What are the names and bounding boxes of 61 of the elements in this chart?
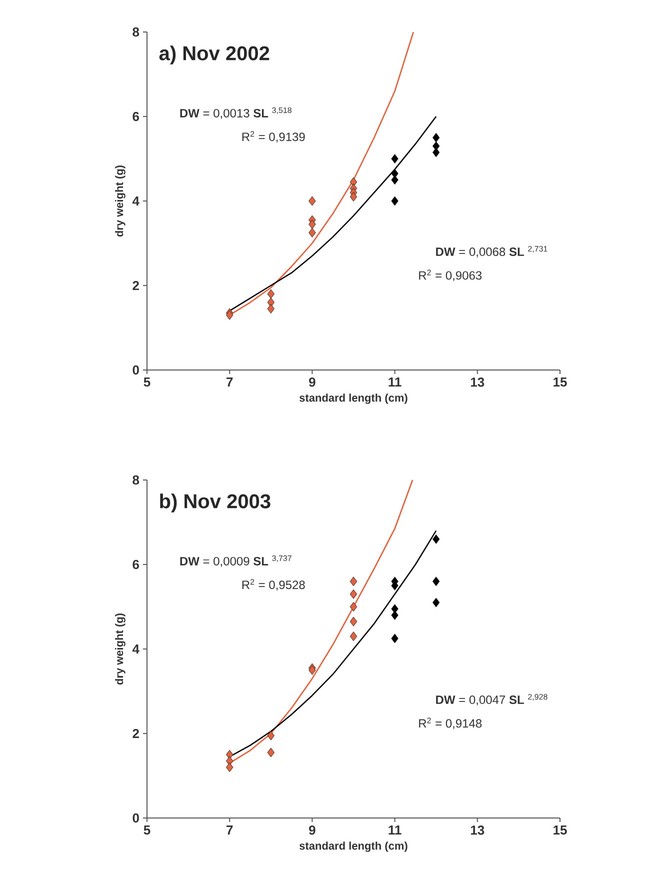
point	[267, 304, 275, 314]
y-tick-label: 6	[132, 560, 139, 570]
point	[391, 196, 398, 206]
annotation: R$^{2}$ = 0,9528	[242, 579, 305, 591]
x-tick-label: 7	[226, 826, 233, 834]
point	[391, 154, 398, 164]
point	[391, 610, 398, 620]
point	[350, 616, 358, 626]
point	[350, 589, 358, 599]
point	[308, 196, 316, 206]
point	[308, 228, 316, 238]
point	[432, 598, 440, 608]
x-tick-label: 13	[470, 378, 484, 387]
point	[350, 602, 358, 612]
y-tick-label: 4	[132, 196, 140, 206]
x-tick-label: 11	[388, 378, 402, 386]
point	[391, 175, 398, 185]
point	[391, 634, 398, 644]
y-tick-label: 4	[132, 644, 140, 654]
x-axis-title: standard length (cm)	[299, 394, 408, 404]
annotation: DW = 0,0047 SL $^{2,928}$	[436, 694, 548, 706]
y-tick-label: 2	[132, 728, 139, 738]
point	[267, 289, 275, 299]
x-tick-label: 5	[144, 378, 150, 387]
point	[432, 576, 440, 586]
annotation: R$^{2}$ = 0,9139	[242, 131, 305, 143]
point	[350, 632, 358, 642]
y-tick-label: 2	[132, 280, 139, 290]
y-axis-title: dry weight (g)	[115, 613, 126, 685]
x-tick-label: 9	[309, 826, 316, 835]
y-tick-label: 8	[132, 27, 140, 37]
point	[350, 192, 358, 202]
x-tick-label: 7	[226, 378, 233, 386]
x-tick-label: 9	[309, 378, 316, 387]
y-tick-label: 6	[132, 112, 139, 122]
x-tick-label: 5	[144, 826, 150, 835]
x-tick-label: 13	[470, 826, 484, 835]
x-axis-title: standard length (cm)	[299, 842, 408, 852]
point	[432, 148, 440, 158]
point	[308, 219, 316, 229]
point	[267, 748, 275, 758]
annotation: DW = 0,0009 SL $^{3,737}$	[180, 555, 292, 567]
point	[267, 730, 275, 740]
x-tick-label: 11	[388, 826, 402, 834]
point	[391, 580, 398, 590]
y-axis-title: dry weight (g)	[115, 165, 126, 237]
point	[226, 762, 234, 772]
point	[432, 132, 440, 142]
x-tick-label: 15	[554, 826, 567, 835]
point	[432, 534, 440, 544]
y-tick-label: 8	[132, 475, 140, 485]
annotation: R$^{2}$ = 0,9148	[419, 718, 482, 730]
y-tick-label: 0	[132, 813, 139, 823]
point	[350, 576, 358, 586]
annotation: DW = 0,0068 SL $^{2,731}$	[436, 246, 548, 258]
text: b) Nov 2003	[160, 494, 270, 512]
text: a) Nov 2002	[159, 46, 270, 64]
y-tick-label: 0	[132, 365, 139, 375]
annotation: DW = 0,0013 SL $^{3,518}$	[180, 107, 292, 119]
annotation: R$^{2}$ = 0,9063	[419, 270, 482, 282]
x-tick-label: 15	[554, 378, 567, 387]
